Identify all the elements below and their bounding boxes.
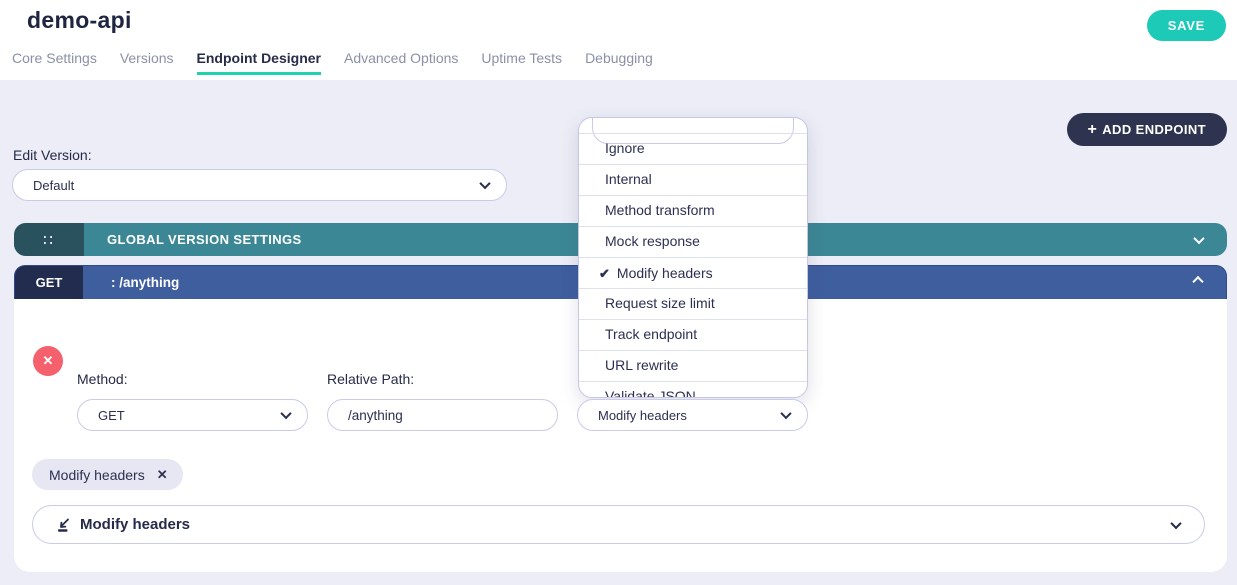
tab-versions[interactable]: Versions [119, 50, 174, 66]
endpoint-method-badge: GET [15, 266, 83, 299]
method-field-label: Method: [77, 371, 128, 387]
chevron-up-icon[interactable] [1192, 275, 1204, 287]
global-settings-label: GLOBAL VERSION SETTINGS [107, 232, 302, 247]
add-endpoint-label: ADD ENDPOINT [1102, 122, 1206, 137]
method-select-value: GET [98, 407, 125, 423]
dropdown-item-ignore[interactable]: Ignore [579, 133, 807, 164]
delete-endpoint-button[interactable]: ✕ [33, 346, 63, 376]
plus-icon: + [1087, 120, 1098, 138]
dropdown-item-modify-headers[interactable]: ✔ Modify headers [579, 257, 807, 288]
dropdown-item-validate-json[interactable]: Validate JSON [579, 381, 807, 397]
plugin-dropdown-menu: Ignore Internal Method transform Mock re… [578, 117, 808, 398]
endpoint-path-label: : /anything [111, 275, 180, 290]
page-title: demo-api [27, 7, 132, 33]
dropdown-item-label: Modify headers [616, 264, 713, 281]
save-button[interactable]: SAVE [1146, 10, 1226, 41]
drag-handle-icon[interactable]: ∷ [14, 223, 84, 256]
dropdown-item-url-rewrite[interactable]: URL rewrite [579, 350, 807, 381]
edit-version-select[interactable]: Default [12, 169, 507, 201]
method-select[interactable]: GET [77, 399, 308, 431]
tab-uptime-tests[interactable]: Uptime Tests [481, 50, 563, 66]
dropdown-item-internal[interactable]: Internal [579, 164, 807, 195]
chevron-down-icon[interactable] [1193, 232, 1205, 244]
plugin-select-value: Modify headers [598, 407, 687, 423]
dropdown-cutoff-item-outline [592, 118, 794, 144]
dropdown-item-track-endpoint[interactable]: Track endpoint [579, 319, 807, 350]
edit-version-value: Default [33, 177, 75, 193]
import-arrow-icon [58, 518, 69, 532]
header: demo-api Core Settings Versions Endpoint… [0, 0, 1237, 80]
accordion-label: Modify headers [80, 516, 191, 533]
relative-path-label: Relative Path: [327, 371, 415, 387]
chevron-down-icon [780, 407, 792, 420]
chevron-down-icon [479, 177, 491, 190]
dropdown-item-mock-response[interactable]: Mock response [579, 226, 807, 257]
plugin-chip-label: Modify headers [49, 466, 145, 483]
tab-debugging[interactable]: Debugging [585, 50, 653, 66]
chevron-down-icon [280, 407, 292, 420]
plugin-chip-modify-headers[interactable]: Modify headers ✕ [32, 459, 183, 490]
chevron-down-icon [1170, 517, 1182, 529]
tab-endpoint-designer[interactable]: Endpoint Designer [196, 50, 321, 75]
add-endpoint-button[interactable]: + ADD ENDPOINT [1066, 113, 1227, 146]
dropdown-item-method-transform[interactable]: Method transform [579, 195, 807, 226]
tab-advanced-options[interactable]: Advanced Options [343, 50, 459, 66]
plugin-select[interactable]: Modify headers [577, 399, 808, 431]
close-icon: ✕ [42, 353, 54, 368]
check-icon: ✔ [599, 265, 610, 281]
tab-bar: Core Settings Versions Endpoint Designer… [12, 50, 653, 75]
tab-core-settings[interactable]: Core Settings [12, 50, 97, 66]
dropdown-item-request-size-limit[interactable]: Request size limit [579, 288, 807, 319]
remove-icon[interactable]: ✕ [156, 466, 168, 482]
modify-headers-accordion[interactable]: Modify headers [32, 505, 1205, 544]
edit-version-label: Edit Version: [13, 147, 92, 163]
relative-path-input[interactable] [327, 399, 558, 431]
dropdown-items: Ignore Internal Method transform Mock re… [579, 133, 807, 397]
